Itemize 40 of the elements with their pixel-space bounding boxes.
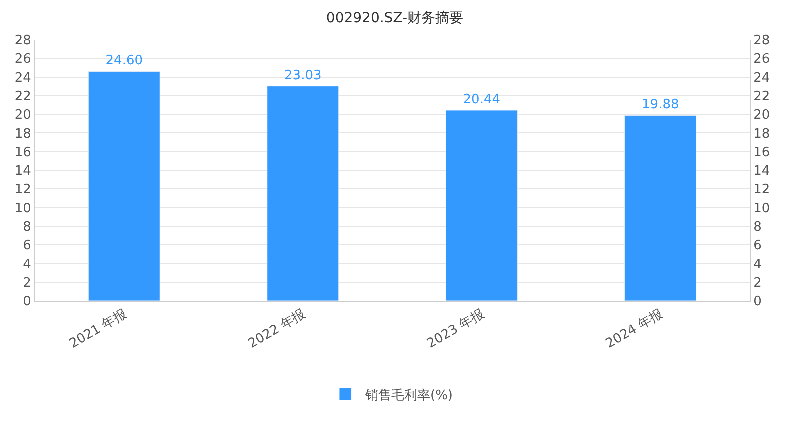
y2-tick-label: 6: [754, 238, 762, 254]
bar: [624, 115, 697, 301]
data-label: 20.44: [463, 92, 500, 108]
y-tick-label: 4: [23, 257, 32, 272]
bar: [446, 110, 518, 301]
bar: [88, 71, 160, 301]
y-tick-label: 28: [14, 34, 32, 49]
y2-tick-label: 12: [754, 182, 770, 198]
y-tick-label: 22: [14, 89, 32, 104]
y-tick-label: 6: [23, 238, 32, 254]
y2-tick-label: 20: [754, 108, 770, 124]
y-tick-label: 2: [23, 276, 32, 291]
y2-tick-label: 0: [754, 294, 762, 310]
y-tick-label: 18: [14, 126, 32, 142]
y-tick-label: 24: [14, 70, 32, 86]
y2-tick-label: 8: [754, 220, 762, 235]
chart-title: 002920.SZ-财务摘要: [326, 10, 464, 26]
data-label: 24.60: [106, 54, 143, 69]
y2-tick-label: 14: [754, 164, 770, 180]
y2-tick-label: 2: [754, 276, 762, 291]
y-tick-label: 10: [14, 201, 32, 216]
y2-tick-label: 26: [754, 52, 770, 68]
legend-label: 销售毛利率(%): [364, 387, 453, 404]
y2-tick-label: 18: [754, 126, 770, 142]
y-tick-label: 12: [14, 182, 32, 198]
y-tick-label: 16: [14, 145, 32, 160]
y-tick-label: 8: [23, 220, 32, 235]
y2-tick-label: 22: [754, 89, 770, 104]
y2-tick-label: 24: [754, 70, 770, 86]
y2-tick-label: 4: [754, 257, 762, 272]
y2-tick-label: 10: [754, 201, 770, 216]
y-tick-label: 14: [14, 164, 32, 180]
data-label: 23.03: [284, 68, 322, 84]
data-label: 19.88: [642, 98, 680, 113]
y-tick-label: 26: [14, 52, 32, 68]
bar: [267, 86, 340, 301]
y2-tick-label: 28: [754, 34, 770, 49]
y-tick-label: 0: [23, 294, 32, 310]
y-tick-label: 20: [14, 108, 32, 124]
y2-tick-label: 16: [754, 145, 770, 160]
